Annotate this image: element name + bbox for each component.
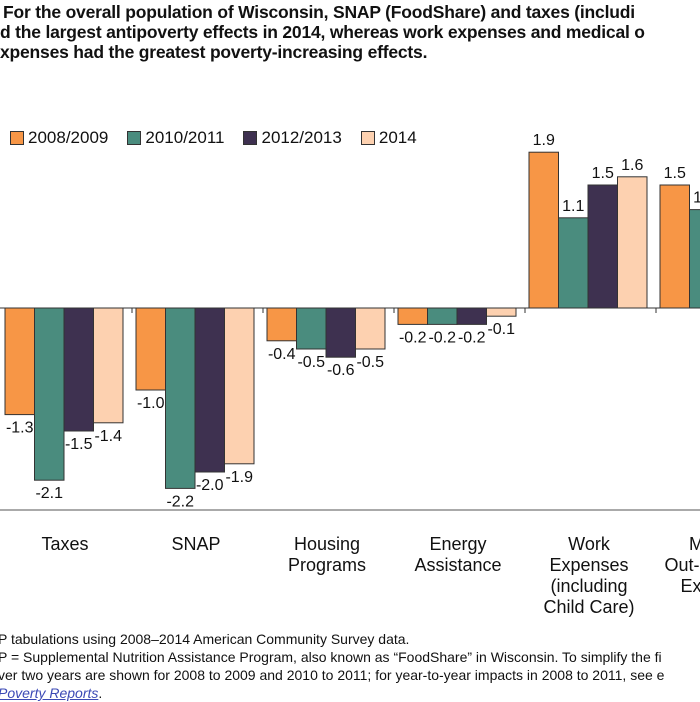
category-label: Energy <box>429 534 486 554</box>
bar <box>195 308 225 472</box>
category-label: Expenses <box>680 576 700 596</box>
category-label: Child Care) <box>543 597 634 617</box>
footnote-note-cont: ver two years are shown for 2008 to 2009… <box>0 666 664 684</box>
footnotes: P tabulations using 2008–2014 American C… <box>0 630 664 702</box>
data-label: -0.1 <box>487 321 515 338</box>
data-label: -0.5 <box>297 354 325 371</box>
category-label: (including <box>550 576 627 596</box>
bar <box>660 185 690 308</box>
bar <box>94 308 124 423</box>
category-label: Taxes <box>41 534 88 554</box>
bar <box>267 308 297 341</box>
footnote-source: P tabulations using 2008–2014 American C… <box>0 630 664 648</box>
bar <box>136 308 166 390</box>
data-label: 1.5 <box>664 165 686 182</box>
data-label: -2.0 <box>196 477 224 494</box>
data-label: -1.5 <box>65 436 93 453</box>
poverty-reports-link[interactable]: Poverty Reports <box>0 685 98 701</box>
bar <box>588 185 618 308</box>
bar <box>326 308 356 357</box>
data-label: -0.6 <box>327 362 355 379</box>
bar <box>457 308 487 324</box>
category-label: SNAP <box>171 534 220 554</box>
footnote-period: . <box>98 685 102 701</box>
bar <box>428 308 458 324</box>
data-label: -1.4 <box>94 428 122 445</box>
bar <box>297 308 327 349</box>
data-label: 1.5 <box>592 165 614 182</box>
category-label: Housing <box>294 534 360 554</box>
bar <box>225 308 255 464</box>
data-label: 1.1 <box>562 198 584 215</box>
bar <box>398 308 428 324</box>
data-label: -0.2 <box>399 329 427 346</box>
data-label: -1.9 <box>225 469 253 486</box>
bar <box>35 308 65 480</box>
data-label: -0.2 <box>458 329 486 346</box>
bar <box>487 308 517 316</box>
data-label: 1.2 <box>693 190 700 207</box>
data-label: -2.2 <box>166 493 194 510</box>
data-label: -0.5 <box>356 354 384 371</box>
category-label: Work <box>568 534 611 554</box>
category-label: Assistance <box>414 555 501 575</box>
category-label: Expenses <box>549 555 628 575</box>
category-label: Programs <box>288 555 366 575</box>
category-label: Medical <box>689 534 700 554</box>
bar <box>356 308 386 349</box>
bar <box>559 218 589 308</box>
data-label: 1.6 <box>621 157 643 174</box>
bar-chart: -1.3 -2.1 -1.5-1.4 Taxes -1.0 -2.2-2.0-1.9 SNA… <box>0 0 700 620</box>
data-label: -1.0 <box>137 395 165 412</box>
bar <box>529 152 559 308</box>
data-label: -1.3 <box>6 420 34 437</box>
data-label: 1.9 <box>533 132 555 149</box>
bar <box>64 308 94 431</box>
bar <box>618 177 648 308</box>
data-label: -2.1 <box>35 485 63 502</box>
data-label: -0.4 <box>268 346 296 363</box>
bar <box>5 308 35 415</box>
footnote-note: P = Supplemental Nutrition Assistance Pr… <box>0 648 664 666</box>
data-label: -0.2 <box>428 329 456 346</box>
bar <box>690 210 700 308</box>
category-label: Out-of-Pocket <box>664 555 700 575</box>
bar <box>166 308 196 488</box>
